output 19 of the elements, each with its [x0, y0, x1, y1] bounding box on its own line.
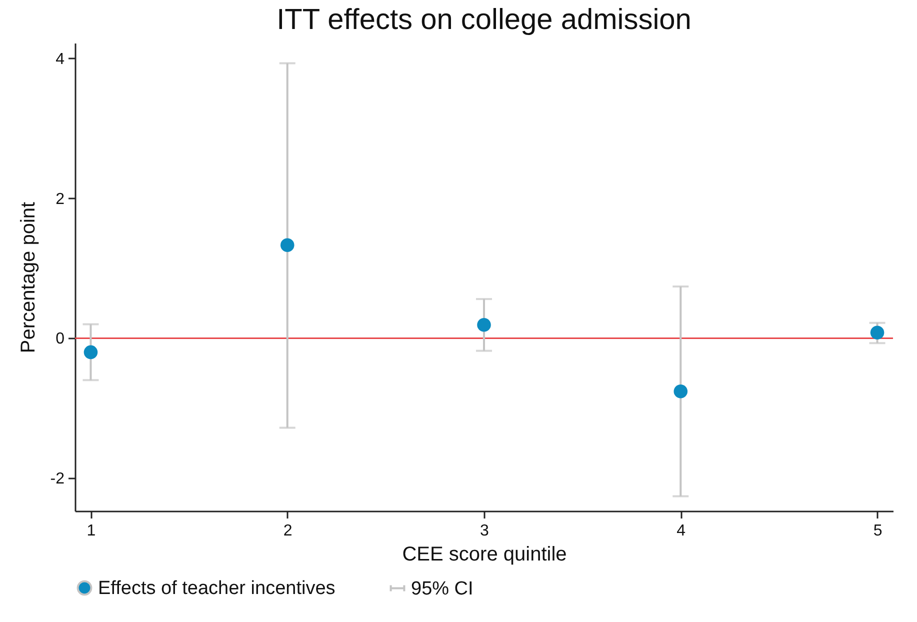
x-axis-title: CEE score quintile — [402, 544, 567, 566]
point — [477, 318, 491, 332]
chart-title: ITT effects on college admission — [276, 4, 692, 36]
x-tick-label: 3 — [480, 522, 490, 540]
y-tick-label: 4 — [56, 50, 65, 68]
y-tick-label: 2 — [56, 190, 65, 208]
x-tick-label: 5 — [873, 522, 882, 540]
x-tick-label: 2 — [283, 522, 292, 540]
y-tick-label: 0 — [56, 330, 65, 348]
point — [674, 384, 688, 398]
y-axis-title: Percentage point — [17, 201, 40, 354]
legend-label: Effects of teacher incentives — [98, 578, 336, 599]
point — [870, 326, 884, 340]
y-tick-label: -2 — [50, 470, 65, 488]
point — [84, 345, 98, 360]
point — [280, 238, 294, 252]
x-tick-label: 1 — [86, 522, 96, 540]
x-tick-label: 4 — [676, 522, 686, 540]
text: 95% CI — [411, 578, 474, 600]
